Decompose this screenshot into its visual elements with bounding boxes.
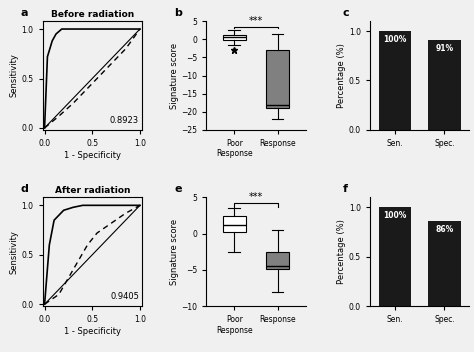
Y-axis label: Sensitivity: Sensitivity [10, 54, 19, 98]
Bar [379, 31, 411, 130]
Bar [428, 221, 461, 306]
Text: 91%: 91% [436, 44, 454, 53]
Y-axis label: Percentage (%): Percentage (%) [337, 219, 346, 284]
Title: Before radiation: Before radiation [51, 10, 134, 19]
Y-axis label: Signature score: Signature score [170, 219, 179, 285]
Text: e: e [174, 184, 182, 194]
Text: a: a [21, 8, 28, 18]
Y-axis label: Sensitivity: Sensitivity [10, 230, 19, 274]
Text: 100%: 100% [383, 211, 407, 220]
X-axis label: 1 - Specificity: 1 - Specificity [64, 151, 121, 160]
Text: 86%: 86% [435, 225, 454, 234]
Text: b: b [174, 8, 182, 18]
PathPatch shape [222, 215, 246, 232]
Text: 0.9405: 0.9405 [110, 292, 139, 301]
PathPatch shape [265, 252, 290, 269]
Text: ***: *** [249, 193, 263, 202]
Y-axis label: Percentage (%): Percentage (%) [337, 43, 346, 108]
X-axis label: 1 - Specificity: 1 - Specificity [64, 327, 121, 336]
Title: After radiation: After radiation [55, 186, 130, 195]
PathPatch shape [265, 50, 290, 108]
Text: f: f [342, 184, 347, 194]
Text: c: c [342, 8, 349, 18]
PathPatch shape [222, 34, 246, 40]
Bar [428, 40, 461, 130]
Text: d: d [21, 184, 29, 194]
Y-axis label: Signature score: Signature score [170, 43, 179, 109]
Text: 100%: 100% [383, 35, 407, 44]
Text: 0.8923: 0.8923 [110, 115, 139, 125]
Text: ***: *** [249, 16, 263, 26]
Bar [379, 207, 411, 306]
